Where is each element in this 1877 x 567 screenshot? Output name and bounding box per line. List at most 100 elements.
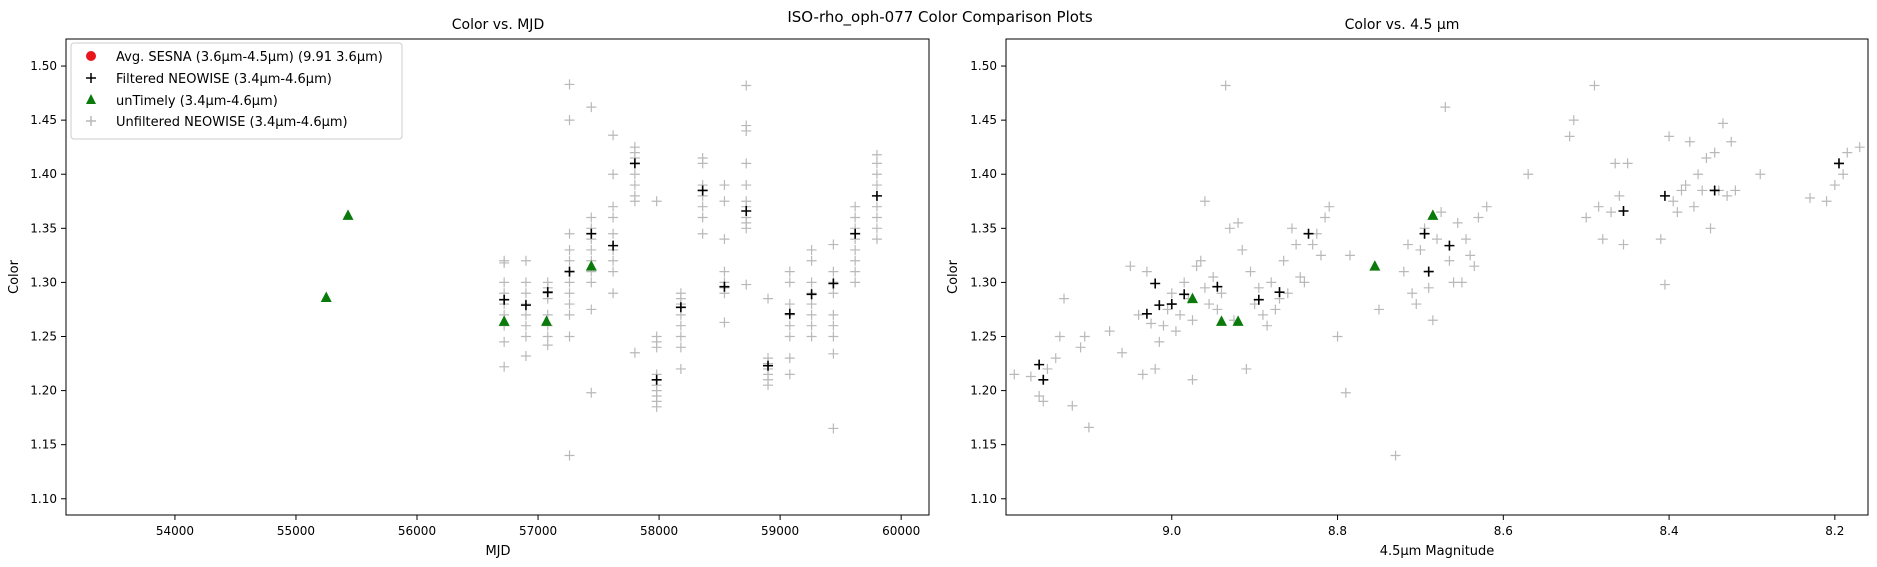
plot-left-ticks: 54000 55000 56000 57000 58000 59000 60000 1.10 1… (30, 59, 920, 538)
filtered-neowise-point (1141, 308, 1152, 319)
unfiltered-neowise-point (1610, 158, 1621, 169)
filtered-neowise-point (1038, 374, 1049, 385)
legend-item-sesna: Avg. SESNA (3.6μm-4.5μm) (9.91 3.6μm) (86, 50, 383, 65)
plot-left-xlabel: MJD (485, 544, 510, 559)
filtered-neowise-point (520, 300, 531, 311)
plot-right-ticks: 9.0 8.8 8.6 8.4 8.2 1.10 1.15 1.20 1.25 1.30 1.35 1… (970, 59, 1844, 538)
unfiltered-neowise-point (1373, 304, 1384, 315)
legend: Avg. SESNA (3.6μm-4.5μm) (9.91 3.6μm) Fi… (70, 42, 403, 140)
x-tick-label: 56000 (398, 524, 436, 538)
unfiltered-neowise-point (1697, 185, 1708, 196)
y-tick-label: 1.30 (970, 275, 997, 289)
unfiltered-neowise-point (806, 299, 817, 310)
unfiltered-neowise-point (871, 223, 882, 234)
unfiltered-neowise-point (806, 331, 817, 342)
plot-right-xlabel: 4.5μm Magnitude (1380, 544, 1495, 559)
unfiltered-neowise-point (1606, 207, 1617, 218)
unfiltered-neowise-point (1286, 223, 1297, 234)
unfiltered-neowise-point (1042, 363, 1053, 374)
unfiltered-neowise-point (564, 309, 575, 320)
unfiltered-neowise-point (1162, 304, 1173, 315)
filtered-neowise-point (697, 185, 708, 196)
unfiltered-neowise-point (741, 279, 752, 290)
plot-right: Color vs. 4.5 μm 9.0 8.8 8.6 8.4 8.2 1.10 1.15… (946, 17, 1869, 559)
unfiltered-neowise-point (828, 348, 839, 359)
unfiltered-neowise-point (1829, 180, 1840, 191)
unfiltered-neowise-point (784, 320, 795, 331)
unfiltered-neowise-point (1618, 239, 1629, 250)
x-tick-label: 8.2 (1825, 524, 1844, 538)
filtered-neowise-point (629, 158, 640, 169)
unfiltered-neowise-point (1568, 115, 1579, 126)
unfiltered-neowise-point (586, 387, 597, 398)
unfiltered-neowise-point (675, 342, 686, 353)
unfiltered-neowise-point (520, 331, 531, 342)
untimely-point (1186, 292, 1198, 304)
filtered-neowise-point (871, 190, 882, 201)
unfiltered-neowise-point (1676, 185, 1687, 196)
unfiltered-neowise-point (1212, 304, 1223, 315)
unfiltered-neowise-point (1187, 374, 1198, 385)
unfiltered-neowise-point (784, 277, 795, 288)
unfiltered-neowise-point (828, 239, 839, 250)
legend-label-sesna: Avg. SESNA (3.6μm-4.5μm) (9.91 3.6μm) (116, 50, 383, 65)
unfiltered-neowise-point (1854, 142, 1865, 153)
unfiltered-neowise-point (564, 79, 575, 90)
unfiltered-neowise-point (1117, 347, 1128, 358)
unfiltered-neowise-point (564, 288, 575, 299)
unfiltered-neowise-point (1444, 255, 1455, 266)
unfiltered-neowise-point (608, 201, 619, 212)
unfiltered-neowise-point (1278, 255, 1289, 266)
unfiltered-neowise-point (697, 201, 708, 212)
unfiltered-neowise-point (828, 309, 839, 320)
unfiltered-neowise-point (1415, 244, 1426, 255)
unfiltered-neowise-point (608, 169, 619, 180)
untimely-point (541, 315, 553, 326)
unfiltered-neowise-point (1659, 279, 1670, 290)
unfiltered-neowise-point (1150, 363, 1161, 374)
unfiltered-neowise-point (806, 277, 817, 288)
y-tick-label: 1.20 (30, 384, 57, 398)
filtered-neowise-point (1166, 299, 1177, 310)
unfiltered-neowise-point (1523, 169, 1534, 180)
unfiltered-neowise-point (1332, 331, 1343, 342)
unfiltered-neowise-point (784, 266, 795, 277)
y-tick-label: 1.40 (30, 167, 57, 181)
y-tick-label: 1.35 (30, 221, 57, 235)
unfiltered-neowise-point (1170, 326, 1181, 337)
unfiltered-neowise-point (828, 266, 839, 277)
unfiltered-neowise-point (1175, 309, 1186, 320)
y-tick-label: 1.45 (30, 113, 57, 127)
x-tick-label: 58000 (640, 524, 678, 538)
unfiltered-neowise-point (1755, 169, 1766, 180)
unfiltered-neowise-point (1195, 255, 1206, 266)
unfiltered-neowise-point (1208, 272, 1219, 282)
unfiltered-neowise-point (828, 320, 839, 331)
x-tick-label: 59000 (761, 524, 799, 538)
unfiltered-neowise-point (871, 149, 882, 160)
legend-item-unfiltered: Unfiltered NEOWISE (3.4μm-4.6μm) (86, 115, 348, 130)
legend-item-filtered: Filtered NEOWISE (3.4μm-4.6μm) (86, 72, 332, 87)
unfiltered-neowise-point (1141, 266, 1152, 277)
unfiltered-neowise-point (850, 201, 861, 212)
unfiltered-neowise-point (871, 234, 882, 245)
unfiltered-neowise-point (608, 228, 619, 239)
unfiltered-neowise-point (871, 212, 882, 223)
unfiltered-neowise-point (520, 350, 531, 361)
unfiltered-neowise-point (871, 158, 882, 169)
unfiltered-neowise-point (629, 347, 640, 358)
unfiltered-neowise-point (850, 266, 861, 277)
unfiltered-neowise-point (1270, 304, 1281, 315)
unfiltered-neowise-point (499, 277, 510, 288)
unfiltered-neowise-point (520, 320, 531, 331)
unfiltered-neowise-point (651, 196, 662, 207)
filtered-neowise-point (1709, 185, 1720, 196)
filtered-neowise-point (675, 302, 686, 313)
filtered-neowise-point (1659, 190, 1670, 201)
legend-label-untimely: unTimely (3.4μm-4.6μm) (116, 94, 278, 109)
unfiltered-neowise-point (586, 277, 597, 288)
y-tick-label: 1.50 (970, 59, 997, 73)
unfiltered-neowise-point (1291, 239, 1302, 250)
unfiltered-neowise-point (1158, 320, 1169, 331)
